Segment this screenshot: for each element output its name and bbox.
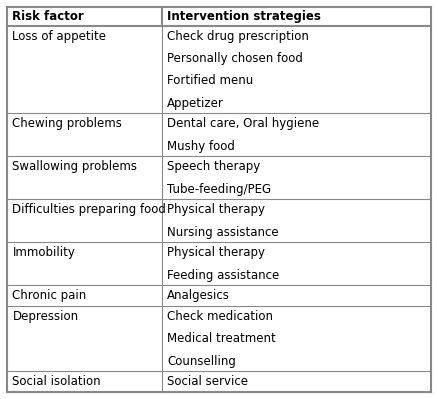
Text: Analgesics: Analgesics <box>167 289 230 302</box>
Text: Check drug prescription: Check drug prescription <box>167 30 309 43</box>
Text: Counselling: Counselling <box>167 355 236 367</box>
Text: Tube-feeding/PEG: Tube-feeding/PEG <box>167 183 272 196</box>
Text: Personally chosen food: Personally chosen food <box>167 52 303 65</box>
Text: Appetizer: Appetizer <box>167 97 224 110</box>
Text: Chewing problems: Chewing problems <box>13 117 122 130</box>
Text: Nursing assistance: Nursing assistance <box>167 225 279 239</box>
Text: Dental care, Oral hygiene: Dental care, Oral hygiene <box>167 117 319 130</box>
Text: Risk factor: Risk factor <box>13 10 84 23</box>
Text: Feeding assistance: Feeding assistance <box>167 269 279 282</box>
Text: Speech therapy: Speech therapy <box>167 160 261 173</box>
Text: Physical therapy: Physical therapy <box>167 246 265 259</box>
Text: Intervention strategies: Intervention strategies <box>167 10 321 23</box>
Text: Mushy food: Mushy food <box>167 140 235 153</box>
Text: Physical therapy: Physical therapy <box>167 203 265 216</box>
Text: Fortified menu: Fortified menu <box>167 74 254 87</box>
Text: Medical treatment: Medical treatment <box>167 332 276 345</box>
Text: Social isolation: Social isolation <box>13 375 101 388</box>
Text: Chronic pain: Chronic pain <box>13 289 87 302</box>
Text: Immobility: Immobility <box>13 246 75 259</box>
Text: Loss of appetite: Loss of appetite <box>13 30 106 43</box>
Text: Depression: Depression <box>13 310 79 323</box>
Text: Difficulties preparing food: Difficulties preparing food <box>13 203 166 216</box>
Text: Check medication: Check medication <box>167 310 273 323</box>
Text: Swallowing problems: Swallowing problems <box>13 160 138 173</box>
Text: Social service: Social service <box>167 375 248 388</box>
